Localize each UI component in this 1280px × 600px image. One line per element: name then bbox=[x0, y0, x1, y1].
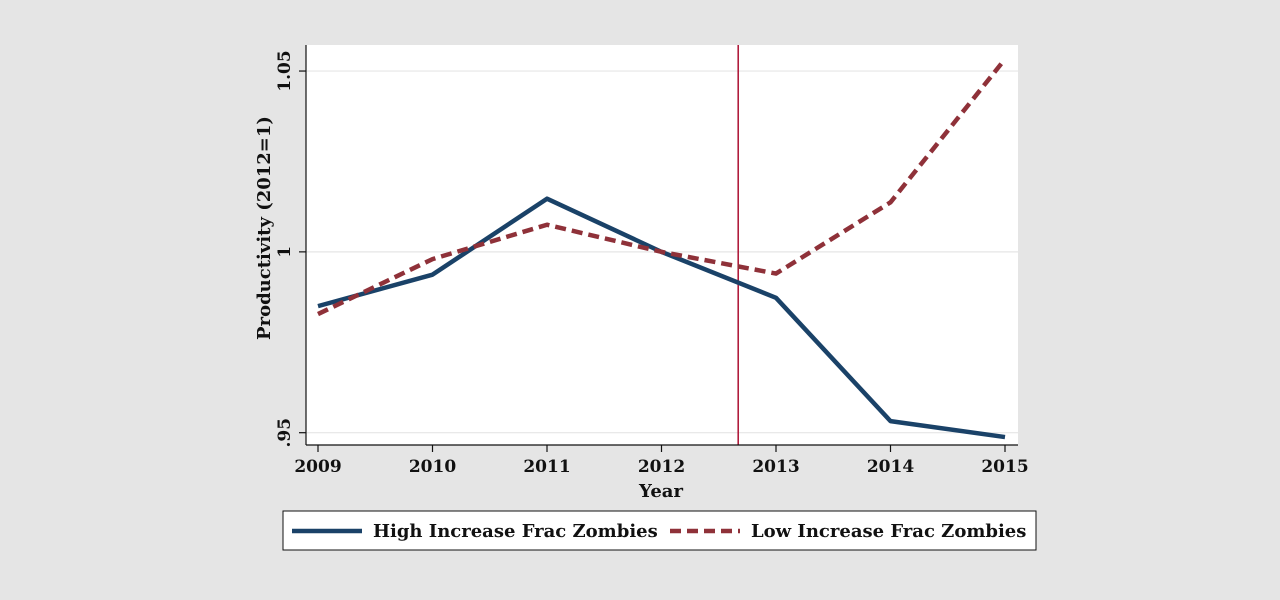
x-tick-label-4: 2013 bbox=[752, 457, 799, 477]
y-ticks: .95 1 1.05 bbox=[275, 50, 306, 447]
plot-area bbox=[306, 45, 1018, 445]
series-line-low bbox=[317, 57, 1007, 317]
x-ticks: 2009 2010 2011 2012 2013 2014 2015 bbox=[294, 445, 1029, 477]
legend-box bbox=[282, 510, 1037, 551]
y-tick-label-0: .95 bbox=[275, 418, 295, 448]
legend-label-low: Low Increase Frac Zombies bbox=[751, 521, 1026, 542]
legend-label-high: High Increase Frac Zombies bbox=[373, 521, 658, 542]
x-tick-label-1: 2010 bbox=[409, 457, 456, 477]
series-lines bbox=[317, 57, 1007, 440]
x-axis-title: Year bbox=[638, 481, 683, 502]
x-tick-label-6: 2015 bbox=[981, 457, 1028, 477]
x-tick-label-5: 2014 bbox=[867, 457, 914, 477]
y-axis-title: Productivity (2012=1) bbox=[254, 116, 275, 340]
x-tick-label-0: 2009 bbox=[294, 457, 341, 477]
x-tick-label-2: 2011 bbox=[523, 457, 570, 477]
y-tick-label-2: 1.05 bbox=[275, 50, 295, 91]
y-tick-label-1: 1 bbox=[275, 246, 295, 258]
x-tick-label-3: 2012 bbox=[638, 457, 685, 477]
legend: High Increase Frac Zombies Low Increase … bbox=[282, 510, 1037, 551]
